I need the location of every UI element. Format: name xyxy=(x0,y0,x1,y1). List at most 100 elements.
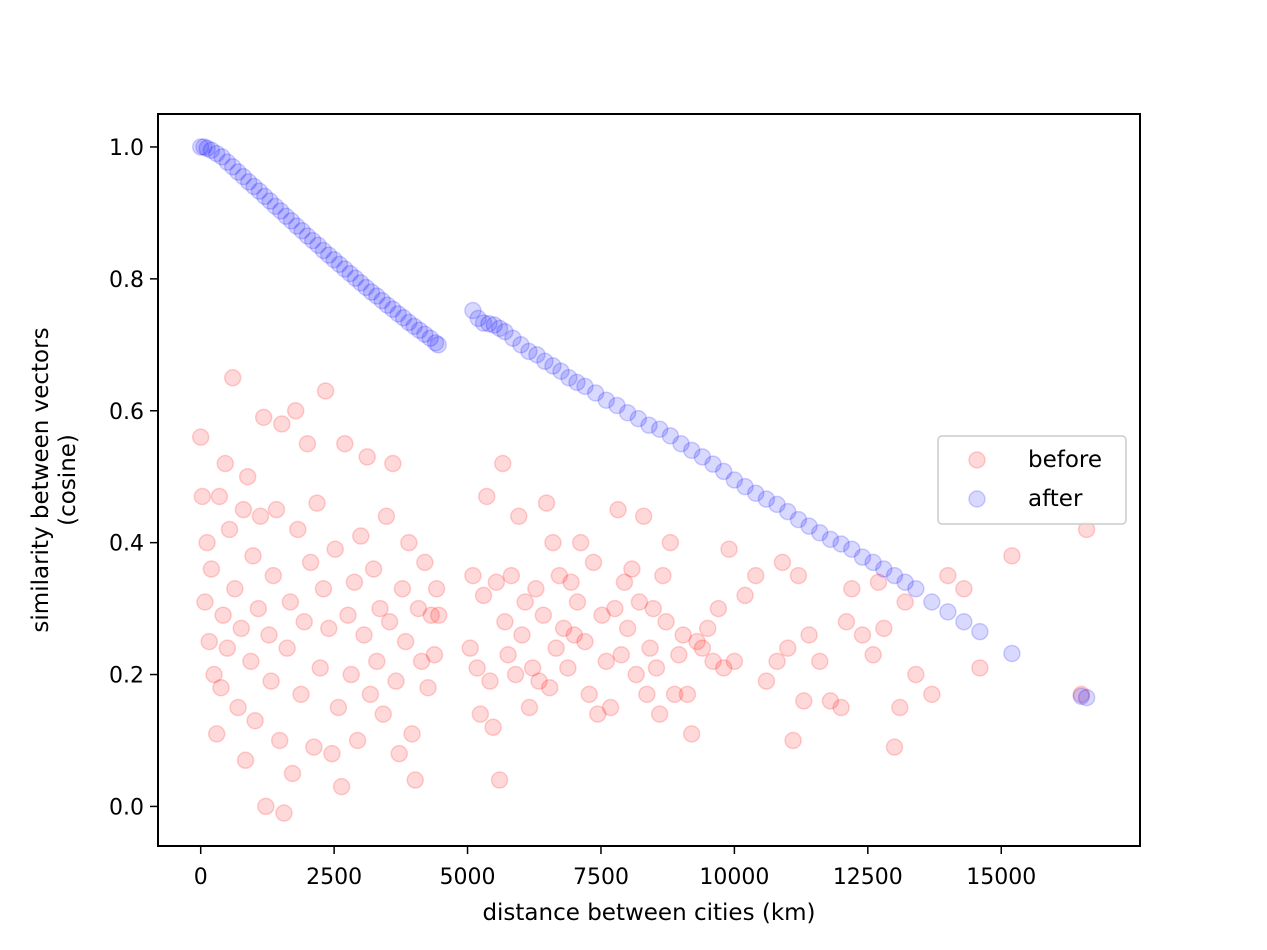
point-before-63 xyxy=(364,560,383,578)
point-before-72 xyxy=(393,580,412,598)
point-before-9 xyxy=(212,678,230,697)
point-after-26 xyxy=(325,250,343,269)
point-after-96 xyxy=(939,603,957,621)
points-layer xyxy=(191,138,1096,822)
x-tick-label-3: 7500 xyxy=(573,865,629,890)
point-after-76 xyxy=(714,462,733,481)
point-before-176 xyxy=(891,698,909,717)
point-before-129 xyxy=(615,573,634,591)
point-before-175 xyxy=(885,738,904,756)
point-before-109 xyxy=(540,678,559,697)
point-after-73 xyxy=(682,441,701,460)
point-after-28 xyxy=(336,260,354,278)
point-before-17 xyxy=(232,619,251,638)
point-after-85 xyxy=(811,524,829,542)
point-before-122 xyxy=(589,705,607,723)
point-before-68 xyxy=(380,613,399,631)
point-before-71 xyxy=(390,744,408,763)
point-before-33 xyxy=(273,415,291,433)
point-before-171 xyxy=(853,626,872,644)
point-before-7 xyxy=(207,725,226,743)
point-after-75 xyxy=(704,455,722,473)
point-before-88 xyxy=(471,705,490,723)
point-after-41 xyxy=(405,317,423,336)
point-after-55 xyxy=(512,336,530,354)
point-after-86 xyxy=(821,530,840,549)
point-before-140 xyxy=(654,566,672,585)
point-before-93 xyxy=(487,573,506,591)
point-before-150 xyxy=(698,619,717,638)
point-after-43 xyxy=(416,325,434,344)
point-before-96 xyxy=(496,613,514,631)
point-before-56 xyxy=(342,665,360,684)
point-before-30 xyxy=(264,566,283,585)
point-before-25 xyxy=(251,507,270,526)
point-before-101 xyxy=(513,626,531,644)
point-after-33 xyxy=(362,283,381,301)
point-after-13 xyxy=(255,187,274,206)
x-tick-label-5: 12500 xyxy=(833,865,903,890)
point-after-88 xyxy=(843,540,861,558)
x-tick-label-6: 15000 xyxy=(966,865,1036,890)
point-after-20 xyxy=(293,221,311,240)
point-before-1 xyxy=(193,487,212,506)
point-after-94 xyxy=(907,580,925,598)
point-before-172 xyxy=(864,646,882,664)
point-before-106 xyxy=(530,672,548,690)
point-after-97 xyxy=(955,613,973,631)
point-before-79 xyxy=(416,553,434,572)
point-after-48 xyxy=(469,309,487,328)
point-after-57 xyxy=(528,345,546,364)
point-after-21 xyxy=(298,227,317,245)
point-before-19 xyxy=(236,751,255,770)
point-before-43 xyxy=(301,553,320,572)
point-before-51 xyxy=(326,540,344,558)
point-before-2 xyxy=(196,593,214,611)
y-tick-label-5: 1.0 xyxy=(109,136,144,161)
point-before-64 xyxy=(368,652,386,671)
point-after-66 xyxy=(608,396,626,415)
point-after-42 xyxy=(410,321,429,340)
point-after-62 xyxy=(568,373,586,392)
point-after-53 xyxy=(496,322,514,341)
point-before-132 xyxy=(627,665,645,684)
point-before-37 xyxy=(283,764,302,783)
point-before-34 xyxy=(275,804,293,822)
point-before-102 xyxy=(516,593,534,611)
point-before-103 xyxy=(520,698,539,717)
point-before-35 xyxy=(278,639,296,657)
point-before-144 xyxy=(670,646,688,664)
point-after-100 xyxy=(1072,687,1091,706)
point-before-125 xyxy=(601,698,620,717)
point-after-80 xyxy=(757,490,776,508)
point-after-14 xyxy=(261,192,279,210)
point-before-117 xyxy=(568,593,587,611)
y-tick-label-0: 0.0 xyxy=(109,795,144,820)
point-before-131 xyxy=(623,560,641,578)
point-after-15 xyxy=(266,197,285,216)
point-after-82 xyxy=(779,502,797,521)
point-before-112 xyxy=(550,566,569,585)
point-after-63 xyxy=(576,377,594,396)
point-before-85 xyxy=(461,639,479,657)
y-axis-title-line-1: similarity between vectors xyxy=(28,327,54,632)
point-before-124 xyxy=(597,652,616,671)
point-after-92 xyxy=(885,566,904,585)
point-after-1 xyxy=(195,138,213,156)
point-before-168 xyxy=(832,698,850,717)
point-before-57 xyxy=(345,573,364,591)
point-after-24 xyxy=(314,241,333,260)
point-before-153 xyxy=(714,659,733,677)
point-after-36 xyxy=(378,296,397,314)
point-before-107 xyxy=(534,606,553,624)
point-before-47 xyxy=(314,580,333,598)
x-axis-title: distance between cities (km) xyxy=(482,900,815,926)
point-after-3 xyxy=(202,141,221,160)
point-before-21 xyxy=(242,652,260,671)
point-after-72 xyxy=(672,434,690,453)
point-before-115 xyxy=(562,573,580,591)
point-before-145 xyxy=(674,626,692,644)
point-after-59 xyxy=(544,357,562,375)
point-after-39 xyxy=(394,309,413,327)
point-after-61 xyxy=(560,369,578,387)
